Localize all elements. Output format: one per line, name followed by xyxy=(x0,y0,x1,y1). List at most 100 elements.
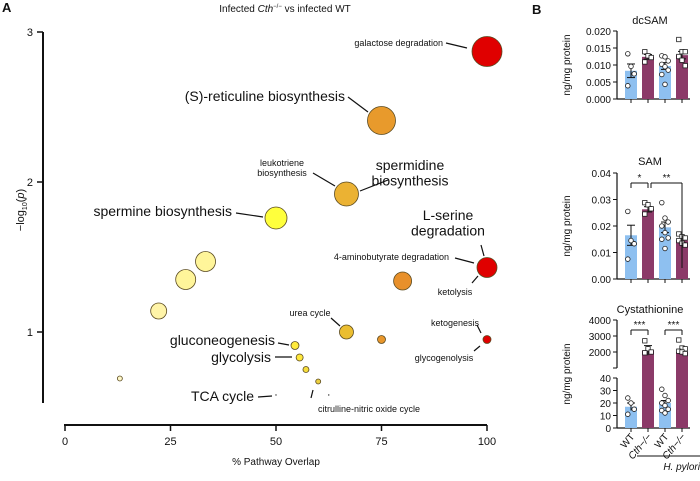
data-point xyxy=(628,237,634,244)
data-point xyxy=(642,211,648,217)
bubble-label: 4-aminobutyrate degradation xyxy=(334,252,449,262)
y-tick-label: 0.01 xyxy=(592,249,612,260)
bubble-point xyxy=(471,36,503,67)
bubble-label: citrulline-nitric oxide cycle xyxy=(318,404,420,414)
y-tick-label: 0.02 xyxy=(592,222,612,233)
x-tick-label: 50 xyxy=(270,436,282,448)
data-point xyxy=(642,350,648,356)
y-tick-label: 0.04 xyxy=(592,169,612,180)
data-point xyxy=(682,49,688,55)
bubble-label: glycolysis xyxy=(211,349,271,365)
data-point xyxy=(662,410,668,416)
y-tick-label: 0.000 xyxy=(586,95,611,106)
title-suffix: vs infected WT xyxy=(282,4,351,15)
data-point xyxy=(682,235,688,241)
ylabel-sub: 10 xyxy=(22,202,29,210)
data-point xyxy=(662,81,668,88)
chart-title: Infected Cth−/− vs infected WT xyxy=(219,4,351,15)
data-point xyxy=(642,49,648,55)
y-tick-label: 20 xyxy=(600,399,612,410)
data-point xyxy=(665,219,671,225)
data-point xyxy=(676,237,682,244)
ylabel-post: ( xyxy=(15,198,27,202)
bubble-point xyxy=(302,366,310,373)
data-point xyxy=(659,223,665,229)
leader-line xyxy=(310,389,314,399)
bubble-point xyxy=(290,341,300,350)
data-point xyxy=(662,215,668,221)
leader-line xyxy=(235,212,264,218)
label-line: L-serine xyxy=(423,207,474,223)
data-point xyxy=(625,208,631,215)
y-tick-label: 10 xyxy=(600,412,612,423)
data-point xyxy=(662,402,668,409)
group-label: H. pylori xyxy=(663,462,700,473)
label-line: spermidine xyxy=(376,157,445,173)
x-axis-label: % Pathway Overlap xyxy=(232,457,320,468)
bubble-point xyxy=(195,251,216,272)
y-tick-label: 0.005 xyxy=(586,78,611,89)
data-point xyxy=(662,229,668,236)
label-line: biosynthesis xyxy=(257,168,307,178)
bubble-point xyxy=(328,394,330,396)
data-point xyxy=(648,206,654,212)
y-axis-label: ng/mg protein xyxy=(562,343,573,404)
data-point xyxy=(665,406,671,412)
data-point xyxy=(625,256,631,262)
bubble-point xyxy=(150,302,168,320)
data-point xyxy=(662,54,668,60)
data-point xyxy=(628,400,634,406)
leader-line xyxy=(347,96,369,113)
label-line: leukotriene xyxy=(260,158,304,168)
y-tick-label: 30 xyxy=(600,387,612,398)
data-point xyxy=(682,346,688,352)
significance-label: ** xyxy=(663,173,671,184)
bubble-point xyxy=(334,181,359,207)
bar xyxy=(642,56,654,99)
data-point xyxy=(625,411,631,417)
bubble-label: spermidine biosynthesis xyxy=(371,157,448,188)
bubble-label: (S)-reticuline biosynthesis xyxy=(185,88,345,104)
panel-label-a: A xyxy=(2,0,12,15)
subplot-title: dcSAM xyxy=(632,15,667,27)
subplot-title: Cystathionine xyxy=(617,304,684,316)
leader-line xyxy=(359,179,389,192)
data-point xyxy=(665,58,671,64)
bubble-label: ketogenesis xyxy=(431,318,480,328)
leader-line xyxy=(445,42,468,49)
y-tick-label: 0.010 xyxy=(586,61,611,72)
data-point xyxy=(659,386,665,392)
data-point xyxy=(665,397,671,404)
data-point xyxy=(659,199,665,206)
bubble-point xyxy=(295,353,304,362)
x-tick-label: 100 xyxy=(478,436,496,448)
bar xyxy=(642,209,654,279)
bar xyxy=(676,352,688,428)
significance-label: *** xyxy=(668,320,680,331)
y-tick-label: 0.00 xyxy=(592,275,612,286)
data-point xyxy=(631,71,637,77)
bubble-label: gluconeogenesis xyxy=(170,332,275,348)
bubble-label: glycogenolysis xyxy=(415,353,474,363)
data-point xyxy=(676,337,682,343)
y-tick-label: 3 xyxy=(27,27,33,39)
data-point xyxy=(682,242,688,248)
bar xyxy=(642,350,654,428)
leader-line xyxy=(480,244,485,257)
ylabel-p: p xyxy=(15,192,27,199)
bubble-label: L-serine degradation xyxy=(411,207,485,238)
data-point xyxy=(642,59,648,65)
bubble-point xyxy=(377,335,386,344)
y-tick-label: 0.015 xyxy=(586,44,611,55)
leader-line xyxy=(277,342,290,346)
data-point xyxy=(665,67,671,73)
significance-label: * xyxy=(638,173,642,184)
data-point xyxy=(682,63,688,69)
label-line: degradation xyxy=(411,222,485,238)
data-point xyxy=(642,338,648,344)
y-tick-label: 4000 xyxy=(589,316,612,327)
data-point xyxy=(631,406,637,412)
bubble-label: leukotriene biosynthesis xyxy=(257,158,307,178)
title-prefix: Infected xyxy=(219,4,257,15)
